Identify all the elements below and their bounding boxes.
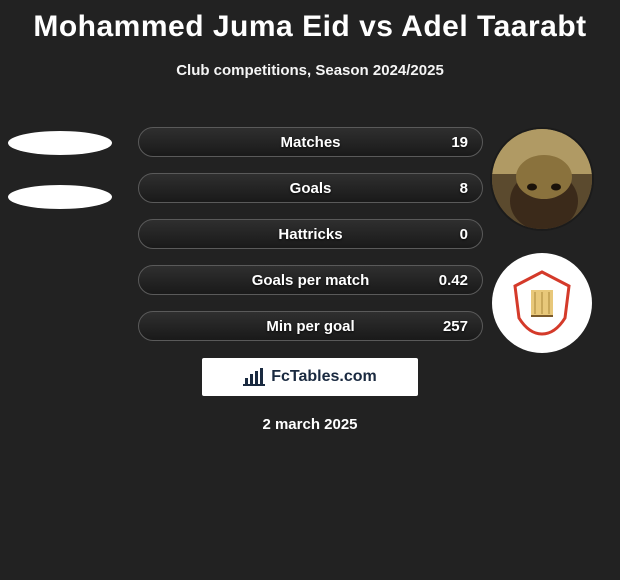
stat-label: Min per goal — [139, 318, 482, 335]
stat-row-hattricks: Hattricks 0 — [138, 219, 483, 249]
date-label: 2 march 2025 — [0, 416, 620, 433]
stat-value-right: 19 — [451, 134, 468, 151]
stat-value-right: 0 — [460, 226, 468, 243]
stat-row-min-per-goal: Min per goal 257 — [138, 311, 483, 341]
player-photo-icon — [492, 129, 592, 229]
club-left-avatar-placeholder — [8, 185, 112, 209]
club-right-logo — [492, 253, 592, 353]
branding-text: FcTables.com — [271, 368, 377, 386]
stat-value-right: 8 — [460, 180, 468, 197]
bar-chart-icon — [243, 368, 265, 386]
player-right-avatar — [492, 129, 592, 229]
stat-label: Goals per match — [139, 272, 482, 289]
stat-row-goals-per-match: Goals per match 0.42 — [138, 265, 483, 295]
stat-row-goals: Goals 8 — [138, 173, 483, 203]
subtitle: Club competitions, Season 2024/2025 — [0, 62, 620, 79]
branding-link[interactable]: FcTables.com — [202, 358, 418, 396]
stat-label: Matches — [139, 134, 482, 151]
stat-value-right: 0.42 — [439, 272, 468, 289]
widget-root: Mohammed Juma Eid vs Adel Taarabt Club c… — [0, 0, 620, 357]
player-left-avatar-placeholder — [8, 131, 112, 155]
stats-area: Matches 19 Goals 8 Hattricks 0 Goals per… — [0, 117, 620, 357]
club-crest-icon — [507, 268, 577, 338]
stat-label: Hattricks — [139, 226, 482, 243]
stat-label: Goals — [139, 180, 482, 197]
stat-row-matches: Matches 19 — [138, 127, 483, 157]
stat-value-right: 257 — [443, 318, 468, 335]
page-title: Mohammed Juma Eid vs Adel Taarabt — [0, 0, 620, 44]
